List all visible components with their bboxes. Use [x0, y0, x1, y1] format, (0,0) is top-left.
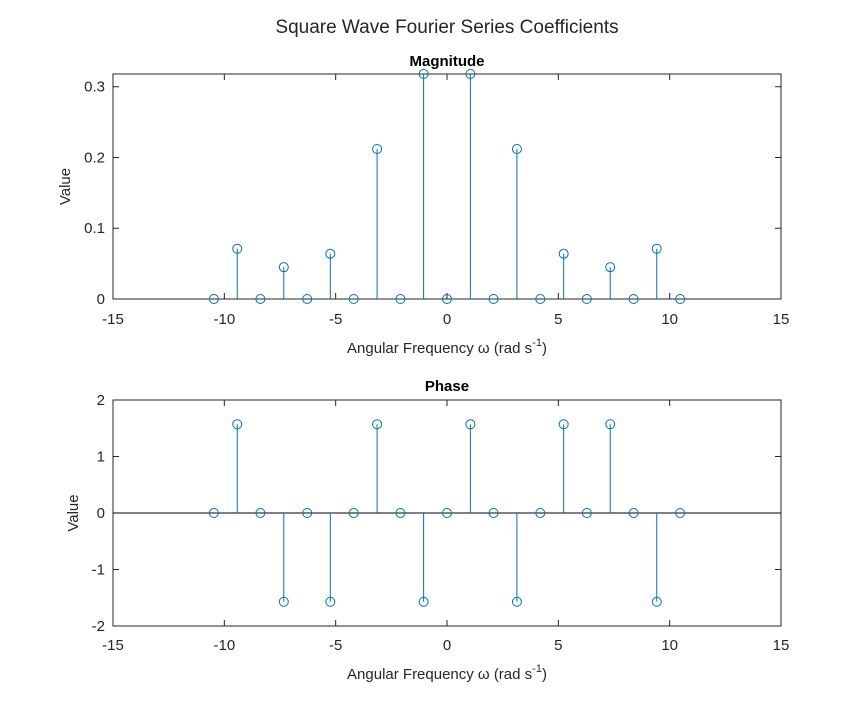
- x-axis-label: Angular Frequency ω (rad s-1): [347, 337, 547, 357]
- y-tick-label: 0: [97, 291, 105, 308]
- x-axis-label-suffix: ): [542, 666, 547, 683]
- x-axis-label-suffix: ): [542, 340, 547, 357]
- stem-marker: [348, 508, 359, 518]
- x-axis-label-main: Angular Frequency ω (rad s: [347, 666, 532, 683]
- stem-marker: [278, 596, 289, 607]
- x-axis-label-superscript: -1: [532, 663, 542, 675]
- stem-marker: [372, 419, 383, 430]
- y-tick-label: 1: [97, 449, 105, 466]
- stem-marker: [395, 294, 406, 304]
- stem-marker: [442, 294, 452, 304]
- x-tick-label: 10: [661, 311, 678, 328]
- stem-marker: [465, 419, 476, 430]
- x-axis-label: Angular Frequency ω (rad s-1): [347, 663, 547, 683]
- y-tick-label: 0.2: [84, 149, 105, 166]
- stem-marker: [255, 294, 266, 304]
- stem-marker: [581, 508, 592, 518]
- x-axis-label-main: Angular Frequency ω (rad s: [347, 340, 532, 357]
- stem-marker: [581, 294, 592, 304]
- stem-marker: [442, 508, 452, 518]
- stem-marker: [535, 508, 546, 518]
- stem-marker: [418, 69, 429, 79]
- figure-title: Square Wave Fourier Series Coefficients: [275, 17, 618, 38]
- stem-marker: [651, 596, 662, 607]
- y-tick-label: 0.3: [84, 79, 105, 96]
- stem-marker: [651, 243, 662, 254]
- stem-marker: [372, 144, 383, 154]
- y-tick-label: 0.1: [84, 220, 105, 237]
- x-tick-label: 10: [661, 637, 678, 654]
- x-tick-label: -5: [329, 311, 342, 328]
- stem-marker: [511, 144, 522, 154]
- stem-marker: [208, 294, 219, 304]
- stem-marker: [278, 262, 289, 273]
- stem-marker: [465, 69, 476, 79]
- y-tick-label: 0: [97, 505, 105, 522]
- x-tick-label: 5: [554, 311, 562, 328]
- x-tick-label: -15: [102, 637, 124, 654]
- stem-marker: [208, 508, 219, 518]
- x-tick-label: -10: [213, 637, 235, 654]
- x-tick-label: 0: [443, 311, 451, 328]
- x-tick-label: -5: [329, 637, 342, 654]
- stem-marker: [558, 248, 569, 259]
- stem-marker: [348, 294, 359, 304]
- x-tick-label: -15: [102, 311, 124, 328]
- stem-marker: [418, 596, 429, 607]
- stem-marker: [628, 294, 639, 304]
- stem-marker: [325, 248, 336, 259]
- stem-marker: [535, 294, 546, 304]
- axes-box: [112, 73, 782, 300]
- stem-marker: [232, 243, 243, 254]
- stem-marker: [302, 294, 313, 304]
- stem-marker: [675, 294, 686, 304]
- x-tick-label: 5: [554, 637, 562, 654]
- axes-title: Phase: [425, 378, 469, 395]
- stem-marker: [605, 419, 616, 430]
- y-axis-label: Value: [57, 168, 74, 205]
- stem-marker: [628, 508, 639, 518]
- y-axis-label: Value: [65, 494, 82, 531]
- magnitude-axes: -15 -10 -5 0 5 10 15 0 0.1 0.2 0.3 Magnitude Angular…: [57, 53, 789, 357]
- stem-marker: [325, 596, 336, 607]
- x-tick-label: 15: [773, 311, 790, 328]
- y-tick-label: 2: [97, 392, 105, 409]
- stem-marker: [255, 508, 266, 518]
- stem-marker: [675, 508, 686, 518]
- x-tick-label: -10: [213, 311, 235, 328]
- stem-marker: [302, 508, 313, 518]
- stem-marker: [232, 419, 243, 430]
- x-tick-label: 15: [773, 637, 790, 654]
- stem-marker: [558, 419, 569, 430]
- stem-marker: [488, 508, 499, 518]
- x-tick-label: 0: [443, 637, 451, 654]
- axes-title: Magnitude: [410, 53, 485, 70]
- y-tick-label: -1: [92, 562, 105, 579]
- y-tick-label: -2: [92, 618, 105, 635]
- x-axis-label-superscript: -1: [532, 337, 542, 349]
- stem-marker: [395, 508, 406, 518]
- stem-marker: [488, 294, 499, 304]
- stem-marker: [605, 262, 616, 273]
- stem-marker: [511, 596, 522, 607]
